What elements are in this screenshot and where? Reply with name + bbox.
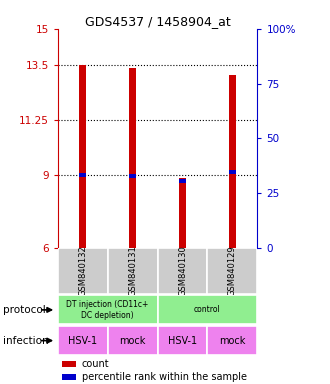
Bar xyxy=(158,295,257,324)
Text: infection: infection xyxy=(3,336,49,346)
Bar xyxy=(129,174,136,178)
Text: GSM840131: GSM840131 xyxy=(128,246,137,296)
Bar xyxy=(80,65,86,248)
Bar xyxy=(158,326,208,355)
Text: GSM840130: GSM840130 xyxy=(178,246,187,296)
Bar xyxy=(108,326,158,355)
Text: mock: mock xyxy=(219,336,246,346)
Text: GSM840129: GSM840129 xyxy=(228,246,237,296)
Bar xyxy=(208,326,257,355)
Bar xyxy=(62,361,76,367)
Bar xyxy=(108,248,158,294)
Bar xyxy=(129,68,136,248)
Bar xyxy=(58,295,158,324)
Text: mock: mock xyxy=(119,336,146,346)
Bar xyxy=(229,170,236,174)
Bar xyxy=(80,172,86,177)
Text: DT injection (CD11c+
DC depletion): DT injection (CD11c+ DC depletion) xyxy=(66,300,149,319)
Bar xyxy=(179,179,186,183)
Text: count: count xyxy=(82,359,109,369)
Text: HSV-1: HSV-1 xyxy=(68,336,97,346)
Bar xyxy=(208,248,257,294)
Bar xyxy=(158,248,208,294)
Text: control: control xyxy=(194,305,221,314)
Text: percentile rank within the sample: percentile rank within the sample xyxy=(82,372,247,382)
Text: GSM840132: GSM840132 xyxy=(78,246,87,296)
Bar xyxy=(58,326,108,355)
Title: GDS4537 / 1458904_at: GDS4537 / 1458904_at xyxy=(85,15,230,28)
Bar xyxy=(229,75,236,248)
Bar xyxy=(179,178,186,248)
Bar xyxy=(62,374,76,379)
Bar xyxy=(58,248,108,294)
Text: HSV-1: HSV-1 xyxy=(168,336,197,346)
Text: protocol: protocol xyxy=(3,305,46,315)
